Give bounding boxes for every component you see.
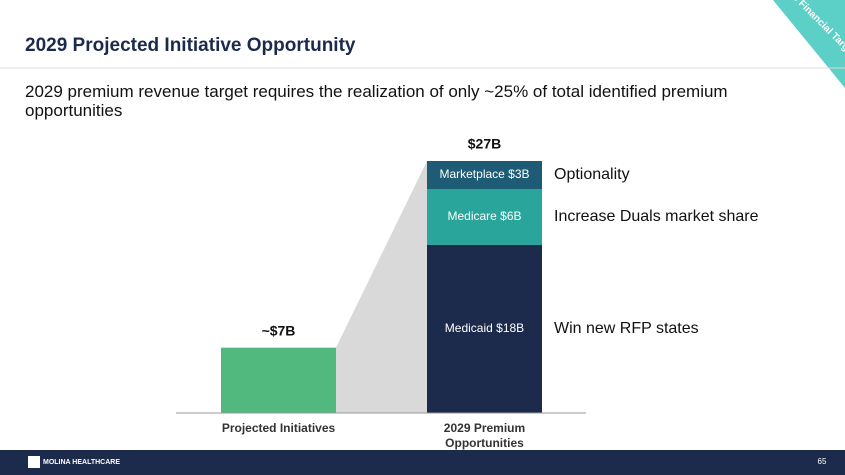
x-tick-label: 2029 Premium Opportunities	[443, 421, 526, 450]
badge-shape	[773, 0, 845, 88]
annotation: Increase Duals market share	[554, 208, 759, 225]
annotation: Win new RFP states	[554, 320, 699, 337]
segment-label: Medicaid $18B	[445, 321, 524, 335]
page-number: 65	[818, 457, 827, 466]
annotation: Optionality	[554, 166, 630, 183]
bar-segment	[427, 245, 542, 413]
total-label: $27B	[468, 136, 501, 152]
subtitle: 2029 premium revenue target requires the…	[25, 82, 728, 120]
bar-segment	[221, 347, 336, 413]
x-tick-label: Projected Initiatives	[221, 421, 336, 435]
total-label: ~$7B	[262, 322, 296, 338]
footer-bar	[0, 450, 845, 475]
segment-label: Medicare $6B	[447, 209, 521, 223]
segment-label: Marketplace $3B	[439, 167, 529, 181]
logo: MOLINA HEALTHCARE	[43, 459, 120, 466]
title: 2029 Projected Initiative Opportunity	[25, 35, 356, 56]
connector	[336, 161, 427, 413]
logo-icon	[28, 456, 40, 468]
bar-segment	[427, 161, 542, 189]
bar-segment	[427, 189, 542, 245]
